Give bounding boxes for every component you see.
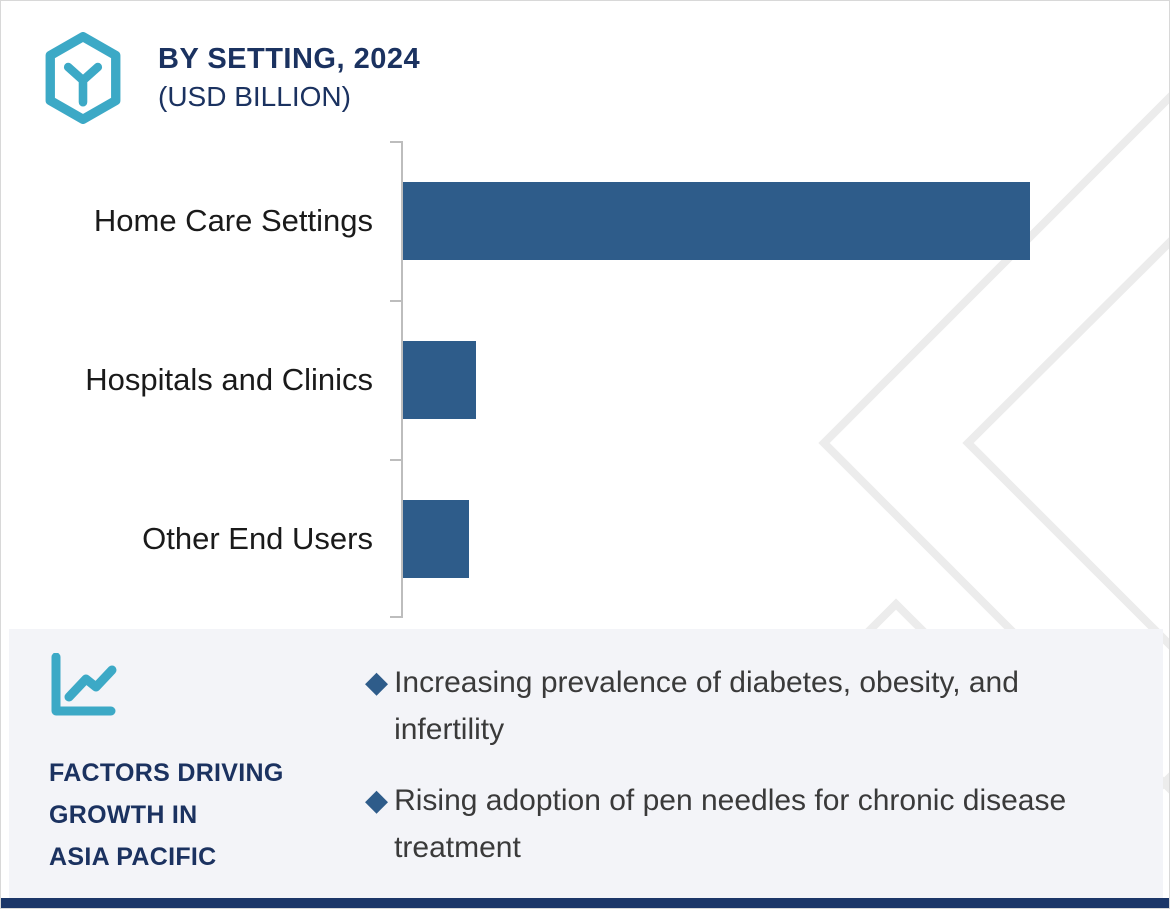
diamond-bullet-icon: ◆: [365, 666, 389, 699]
bar-row: Home Care Settings: [1, 141, 1169, 300]
bar-category-label: Other End Users: [142, 520, 373, 556]
header: BY SETTING, 2024 (USD BILLION): [44, 32, 420, 124]
y-axis-line: [401, 141, 403, 618]
axis-tick: [390, 616, 401, 618]
line-chart-icon: [51, 652, 117, 716]
factors-heading-line: GROWTH IN: [49, 801, 198, 829]
bar-category-label: Hospitals and Clinics: [85, 361, 373, 397]
diamond-bullet-icon: ◆: [365, 784, 389, 817]
bar-row: Other End Users: [1, 459, 1169, 618]
bar: [403, 341, 476, 419]
bullet-text: Increasing prevalence of diabetes, obesi…: [394, 666, 1019, 746]
title-block: BY SETTING, 2024 (USD BILLION): [158, 32, 420, 115]
bullet-text: Rising adoption of pen needles for chron…: [394, 784, 1067, 864]
page-title: BY SETTING, 2024: [158, 43, 421, 75]
bar-chart: Home Care Settings Hospitals and Clinics O…: [1, 141, 1169, 618]
bar: [403, 500, 469, 578]
axis-tick: [390, 459, 401, 461]
factors-heading-line: ASIA PACIFIC: [49, 843, 217, 871]
list-item: ◆ Increasing prevalence of diabetes, obe…: [365, 659, 1125, 753]
bar: [403, 182, 1030, 260]
bar-category-label: Home Care Settings: [93, 202, 373, 238]
list-item: ◆ Rising adoption of pen needles for chr…: [365, 777, 1125, 871]
factors-bullet-list: ◆ Increasing prevalence of diabetes, obe…: [365, 659, 1125, 871]
axis-tick: [390, 300, 401, 302]
factors-panel: FACTORS DRIVING GROWTH IN ASIA PACIFIC ◆…: [9, 629, 1163, 898]
hexagon-y-logo-icon: [45, 32, 121, 124]
factors-panel-left: FACTORS DRIVING GROWTH IN ASIA PACIFIC: [49, 652, 349, 878]
bar-row: Hospitals and Clinics: [1, 300, 1169, 459]
factors-heading: FACTORS DRIVING GROWTH IN ASIA PACIFIC: [49, 752, 349, 878]
page-subtitle: (USD BILLION): [158, 81, 351, 112]
factors-heading-line: FACTORS DRIVING: [49, 759, 284, 787]
bottom-accent-bar: [1, 898, 1169, 908]
axis-tick: [390, 141, 401, 143]
